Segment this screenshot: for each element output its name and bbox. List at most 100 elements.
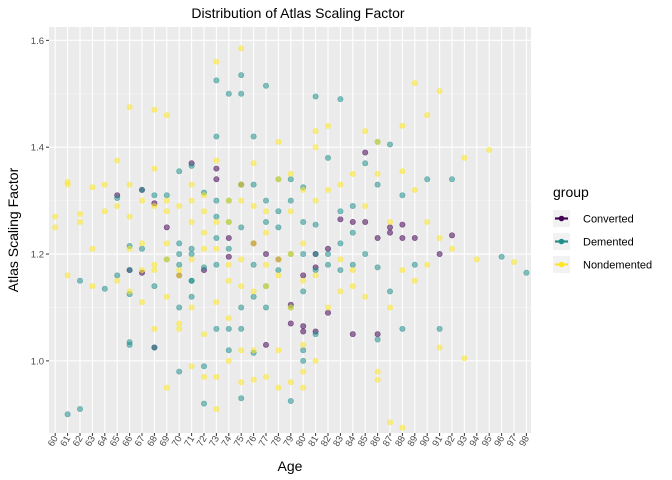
x-tick-label: 90 [418, 434, 433, 449]
x-tick-label: 68 [145, 434, 160, 449]
data-point [300, 218, 307, 225]
data-point [362, 293, 369, 300]
data-point [188, 245, 195, 252]
x-tick-label: 62 [71, 434, 86, 449]
data-point [324, 309, 331, 316]
data-point [262, 229, 269, 236]
data-point [461, 154, 468, 161]
data-point [151, 267, 158, 274]
data-point [312, 251, 319, 258]
data-point [250, 293, 257, 300]
data-point [250, 261, 257, 268]
data-point [374, 368, 381, 375]
data-point [262, 341, 269, 348]
data-point [287, 320, 294, 327]
data-point [126, 213, 133, 220]
data-point [436, 251, 443, 258]
data-point [201, 264, 208, 271]
data-point [188, 363, 195, 370]
data-point [163, 384, 170, 391]
data-point [176, 304, 183, 311]
data-point [448, 232, 455, 239]
data-point [225, 277, 232, 284]
data-point [275, 272, 282, 279]
data-point [262, 373, 269, 380]
data-point [287, 176, 294, 183]
data-point [250, 347, 257, 354]
legend-key-point [558, 261, 565, 268]
data-point [386, 288, 393, 295]
data-point [188, 256, 195, 263]
data-point [374, 264, 381, 271]
data-point [238, 72, 245, 79]
data-point [349, 283, 356, 290]
data-point [287, 397, 294, 404]
x-tick-label: 94 [468, 434, 483, 449]
data-point [213, 133, 220, 140]
data-point [300, 277, 307, 284]
data-point [386, 229, 393, 236]
data-point [411, 235, 418, 242]
data-point [436, 325, 443, 332]
x-tick-label: 88 [393, 434, 408, 449]
x-tick-label: 84 [344, 434, 359, 449]
data-point [201, 229, 208, 236]
x-tick-label: 80 [294, 434, 309, 449]
data-point [362, 251, 369, 258]
data-point [163, 240, 170, 247]
data-point [64, 272, 71, 279]
legend-key-point [558, 215, 565, 222]
data-point [225, 245, 232, 252]
data-point [151, 283, 158, 290]
data-point [225, 261, 232, 268]
data-point [349, 331, 356, 338]
data-point [188, 181, 195, 188]
data-point [225, 90, 232, 97]
x-axis-title: Age [278, 458, 303, 474]
data-point [374, 138, 381, 145]
data-point [163, 256, 170, 263]
data-point [399, 122, 406, 129]
data-point [337, 208, 344, 215]
data-point [201, 363, 208, 370]
x-tick-label: 78 [269, 434, 284, 449]
x-tick-label: 63 [83, 434, 98, 449]
x-tick-label: 77 [257, 434, 272, 449]
data-point [139, 197, 146, 204]
data-point [52, 224, 59, 231]
data-point [436, 235, 443, 242]
y-tick-label: 1.2 [31, 250, 44, 261]
data-point [225, 357, 232, 364]
data-point [139, 186, 146, 193]
data-point [213, 299, 220, 306]
data-point [399, 325, 406, 332]
y-tick-label: 1.0 [31, 356, 44, 367]
data-point [126, 288, 133, 295]
y-axis-title: Atlas Scaling Factor [5, 167, 21, 292]
data-point [300, 328, 307, 335]
data-point [324, 304, 331, 311]
data-point [151, 106, 158, 113]
data-point [250, 202, 257, 209]
data-point [262, 304, 269, 311]
data-point [225, 315, 232, 322]
data-point [461, 355, 468, 362]
data-point [300, 357, 307, 364]
data-point [163, 197, 170, 204]
x-tick-label: 60 [46, 434, 61, 449]
x-tick-label: 96 [492, 434, 507, 449]
data-point [238, 224, 245, 231]
data-point [188, 218, 195, 225]
data-point [101, 181, 108, 188]
data-point [300, 288, 307, 295]
x-tick-label: 74 [220, 434, 235, 449]
data-point [324, 261, 331, 268]
data-point [151, 202, 158, 209]
data-point [275, 256, 282, 263]
data-point [275, 138, 282, 145]
data-point [287, 304, 294, 311]
data-point [188, 251, 195, 258]
data-point [312, 128, 319, 135]
data-point [213, 165, 220, 172]
